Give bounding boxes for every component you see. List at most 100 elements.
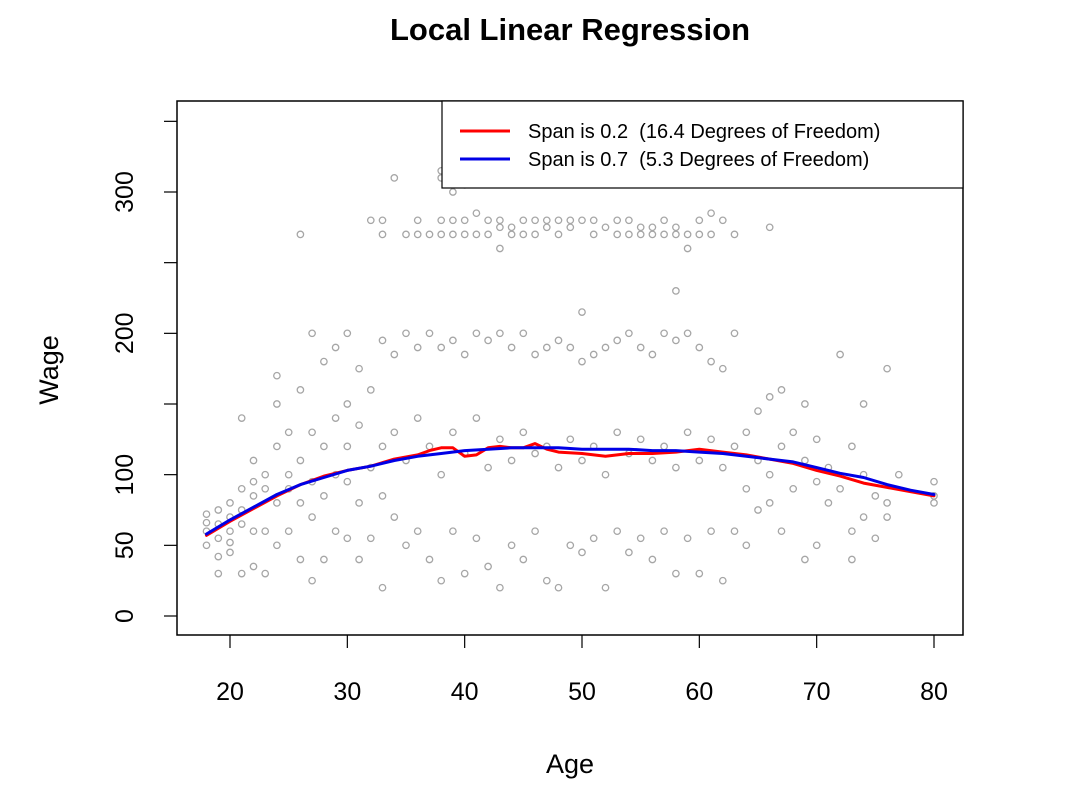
data-point (648, 223, 657, 232)
data-point (789, 428, 798, 437)
data-point (261, 470, 270, 479)
data-point (683, 329, 692, 338)
data-point (402, 541, 410, 550)
data-point (284, 428, 293, 437)
data-point (284, 470, 293, 479)
data-point (484, 463, 492, 472)
data-point (636, 343, 645, 352)
data-point (672, 463, 680, 472)
data-point (413, 216, 422, 225)
data-point (531, 527, 539, 536)
data-point (496, 583, 504, 592)
x-tick-label: 50 (568, 678, 596, 706)
data-point (343, 329, 352, 338)
data-point (273, 442, 281, 451)
data-point (648, 456, 657, 465)
data-point (859, 513, 868, 521)
data-point (578, 548, 586, 557)
data-point (765, 223, 774, 232)
data-point (378, 230, 387, 239)
y-tick-label: 300 (111, 171, 139, 213)
x-tick-label: 70 (803, 678, 831, 706)
data-point (507, 456, 516, 465)
data-point (883, 513, 891, 521)
data-point (554, 216, 563, 225)
data-point (484, 336, 492, 345)
data-point (378, 336, 387, 345)
x-tick-label: 40 (451, 678, 479, 706)
data-point (765, 470, 774, 479)
data-point (214, 552, 223, 561)
data-point (273, 400, 281, 408)
data-point (355, 421, 363, 430)
data-point (484, 216, 492, 225)
y-tick-label: 100 (111, 454, 139, 496)
data-point (554, 583, 563, 592)
data-point (343, 477, 352, 486)
data-point (672, 223, 680, 232)
data-point (320, 492, 328, 500)
data-point (484, 562, 492, 571)
data-point (566, 216, 575, 225)
data-point (249, 527, 258, 536)
data-point (695, 216, 704, 225)
data-point (718, 216, 727, 225)
data-point (836, 484, 844, 493)
data-point (613, 216, 622, 225)
data-point (343, 400, 352, 408)
data-point (578, 308, 586, 316)
data-point (531, 449, 539, 458)
data-point (413, 527, 422, 536)
data-point (625, 230, 633, 239)
data-point (214, 506, 223, 514)
data-point (261, 484, 270, 493)
data-point (554, 336, 563, 345)
data-point (566, 343, 575, 352)
x-tick-label: 20 (216, 678, 244, 706)
data-point (413, 414, 422, 422)
y-tick-label: 50 (111, 531, 139, 559)
data-point (437, 343, 446, 352)
data-point (308, 513, 316, 521)
data-point (883, 499, 891, 507)
data-point (460, 216, 469, 225)
data-point (437, 230, 446, 239)
data-point (249, 562, 258, 571)
series-line-span02 (205, 442, 936, 537)
data-point (636, 534, 645, 543)
data-point (202, 518, 211, 527)
data-point (660, 527, 668, 536)
data-point (718, 364, 727, 373)
data-point (308, 576, 316, 585)
data-point (812, 435, 821, 444)
data-point (273, 371, 281, 380)
data-point (484, 230, 492, 239)
data-point (848, 555, 856, 564)
data-point (613, 527, 622, 536)
data-point (683, 534, 692, 543)
data-point (894, 470, 903, 479)
data-point (320, 442, 328, 451)
data-point (366, 534, 375, 543)
data-point (519, 329, 528, 338)
data-point (613, 336, 622, 345)
data-point (425, 329, 434, 338)
data-point (296, 230, 305, 239)
data-point (507, 541, 516, 550)
data-point (777, 527, 786, 536)
data-point (366, 386, 375, 394)
data-point (625, 329, 633, 338)
data-point (460, 230, 469, 239)
data-point (648, 230, 657, 239)
x-tick-label: 80 (920, 678, 948, 706)
data-point (871, 492, 880, 500)
data-point (343, 442, 352, 451)
data-point (589, 534, 598, 543)
data-point (355, 364, 363, 373)
data-point (695, 230, 704, 239)
data-point (273, 541, 281, 550)
data-point (237, 569, 246, 578)
x-axis: 20 30 40 50 60 70 80 (216, 635, 948, 706)
data-point (331, 527, 340, 536)
